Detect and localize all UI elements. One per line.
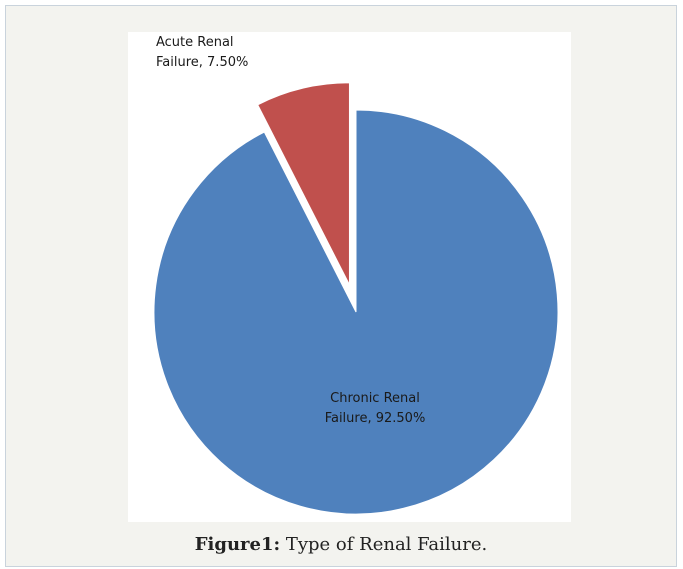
figure-caption-label: Figure1: [194, 534, 281, 555]
figure-caption: Figure1: Type of Renal Failure. [6, 534, 676, 555]
pie-slice-label-line: Acute Renal [156, 35, 234, 50]
pie-slice-label-line: Failure, 92.50% [325, 411, 426, 426]
pie-slice-1 [153, 109, 559, 515]
pie-slice-label-0: Acute Renal Failure, 7.50% [156, 35, 248, 70]
pie-slices [153, 82, 559, 515]
pie-slice-0 [257, 82, 350, 286]
pie-labels: Acute Renal Failure, 7.50% Chronic Renal Fa… [156, 35, 425, 426]
pie-chart: Acute Renal Failure, 7.50% Chronic Renal Fa… [153, 35, 559, 515]
pie-slice-label-line: Chronic Renal [330, 391, 420, 406]
chart-plot-area: Acute Renal Failure, 7.50% Chronic Renal Fa… [128, 32, 571, 522]
pie-slice-label-line: Failure, 7.50% [156, 55, 248, 70]
figure-frame: Acute Renal Failure, 7.50% Chronic Renal Fa… [5, 5, 677, 567]
figure-caption-text: Type of Renal Failure. [280, 534, 488, 555]
pie-slice-label-1: Chronic Renal Failure, 92.50% [325, 391, 426, 426]
